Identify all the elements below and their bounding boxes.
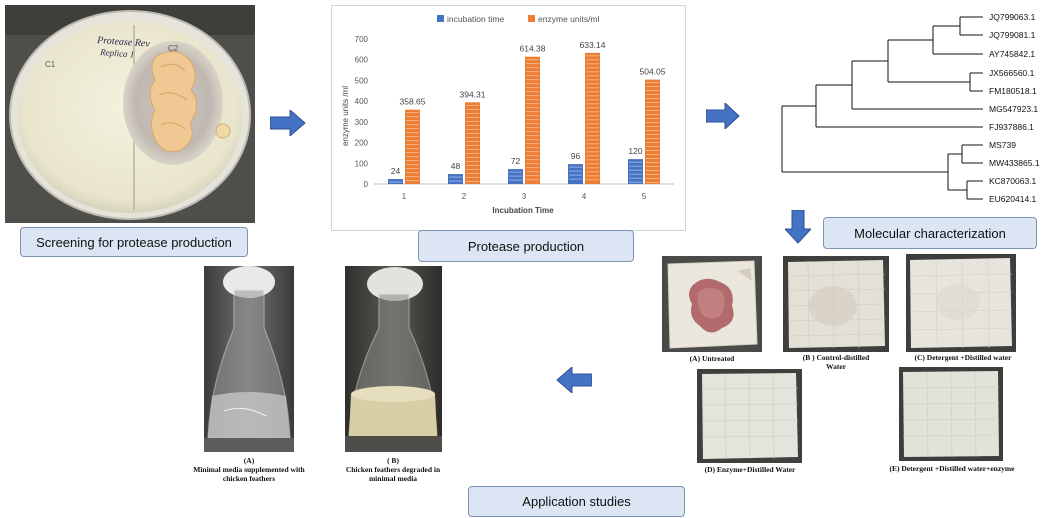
bar-data-label: 358.65 (400, 97, 426, 107)
y-tick-label: 600 (355, 56, 369, 65)
x-tick-label: 2 (462, 192, 467, 201)
bar-1-2 (525, 56, 540, 184)
flask-b-caption-line3: minimal media (368, 474, 418, 483)
fabric-b-caption-line1: (B ) Control-distilled (802, 353, 870, 362)
fabric-enzyme-photo (697, 369, 802, 463)
bar-data-label: 72 (511, 156, 521, 166)
legend-swatch-1 (528, 15, 535, 22)
arrow-right-icon (706, 103, 740, 129)
flask-minimal-media-photo (204, 266, 294, 452)
bar-data-label: 614.38 (520, 44, 546, 54)
bar-1-3 (585, 52, 600, 184)
protease-bar-chart: incubation time enzyme units/ml 0 100 200 30… (331, 5, 686, 231)
fabric-detergent-enzyme-photo (899, 367, 1003, 461)
y-tick-label: 300 (355, 118, 369, 127)
petri-dish-photo: Protease Rev Replica 1 C1 C2 (5, 5, 255, 223)
tree-taxon-label: JX566560.1 (989, 68, 1035, 78)
legend-label-0: incubation time (447, 14, 504, 24)
y-tick-label: 100 (355, 159, 369, 168)
tree-taxon-label: MG547923.1 (989, 104, 1038, 114)
bar-0-0 (388, 179, 403, 184)
bar-0-4 (628, 159, 643, 184)
tree-taxon-label: KC870063.1 (989, 176, 1037, 186)
fabric-a-caption: (A) Untreated (689, 354, 735, 363)
arrow-right-icon (270, 110, 306, 136)
y-tick-label: 0 (364, 180, 369, 189)
svg-text:C2: C2 (168, 44, 179, 53)
bar-0-1 (448, 174, 463, 184)
tree-taxon-label: FM180518.1 (989, 86, 1037, 96)
x-tick-label: 4 (582, 192, 587, 201)
bar-data-label: 96 (571, 151, 581, 161)
bar-0-2 (508, 169, 523, 184)
application-label: Application studies (468, 486, 685, 517)
flask-a-caption-line1: (A) (243, 456, 255, 465)
y-tick-label: 700 (355, 35, 369, 44)
y-tick-label: 400 (355, 97, 369, 106)
y-tick-label: 500 (355, 76, 369, 85)
tree-taxon-label: JQ799081.1 (989, 30, 1036, 40)
arrow-down-icon (785, 210, 811, 244)
bar-data-label: 120 (628, 146, 642, 156)
bar-1-0 (405, 109, 420, 184)
arrow-left-icon (556, 367, 592, 393)
tree-taxon-label: EU620414.1 (989, 194, 1037, 204)
bar-data-label: 48 (451, 161, 461, 171)
screening-label: Screening for protease production (20, 227, 248, 257)
x-tick-label: 5 (642, 192, 647, 201)
fabric-e-caption: (E) Detergent +Distilled water+enzyme (889, 464, 1015, 473)
tree-taxon-label: FJ937886.1 (989, 122, 1034, 132)
bar-data-label: 633.14 (580, 40, 606, 50)
svg-text:Protease Rev: Protease Rev (96, 35, 151, 50)
bar-1-4 (645, 79, 660, 184)
fabric-c-caption: (C) Detergent +Distilled water (914, 353, 1012, 362)
bar-1-1 (465, 102, 480, 184)
legend-swatch-0 (437, 15, 444, 22)
fabric-control-photo (783, 256, 889, 352)
y-tick-label: 200 (355, 139, 369, 148)
bar-data-label: 504.05 (640, 67, 666, 77)
production-label: Protease production (418, 230, 634, 262)
bar-data-label: 394.31 (460, 89, 486, 99)
phylogenetic-tree: JQ799063.1 JQ799081.1 AY745842.1 JX566560.1… (781, 12, 1040, 204)
legend-label-1: enzyme units/ml (538, 14, 600, 24)
tree-taxon-label: AY745842.1 (989, 49, 1035, 59)
tree-taxon-label: MW433865.1 (989, 158, 1040, 168)
chart-y-axis-label: enzyme units /ml (341, 86, 350, 146)
x-tick-label: 3 (522, 192, 527, 201)
x-tick-label: 1 (402, 192, 407, 201)
fabric-detergent-photo (906, 254, 1016, 352)
fabric-d-caption: (D) Enzyme+Distilled Water (704, 465, 796, 474)
flask-b-caption-line2: Chicken feathers degraded in (345, 465, 441, 474)
fabric-b-caption-line2: Water (826, 362, 846, 371)
flask-a-caption-line3: chicken feathers (222, 474, 276, 483)
fabric-untreated-photo (662, 256, 762, 352)
flask-degraded-feathers-photo (345, 266, 442, 452)
flask-a-caption-line2: Minimal media supplemented with (193, 465, 305, 474)
svg-text:C1: C1 (45, 60, 56, 69)
tree-taxon-label: MS739 (989, 140, 1016, 150)
tree-taxon-label: JQ799063.1 (989, 12, 1036, 22)
plate-handwriting: Protease Rev Replica 1 C1 C2 (45, 35, 179, 69)
bar-data-label: 24 (391, 166, 401, 176)
flask-b-caption-line1: ( B) (387, 456, 399, 465)
chart-legend: incubation time enzyme units/ml (437, 14, 600, 24)
svg-text:Replica 1: Replica 1 (99, 47, 135, 59)
chart-x-axis-label: Incubation Time (492, 206, 554, 215)
molecular-label: Molecular characterization (823, 217, 1037, 249)
